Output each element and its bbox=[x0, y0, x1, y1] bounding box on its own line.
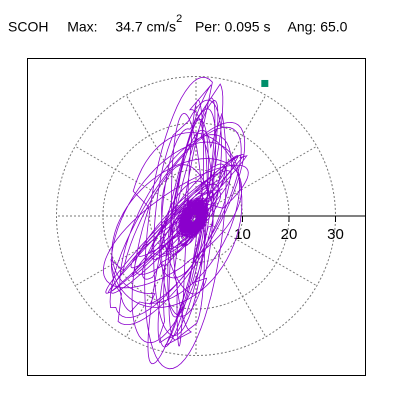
grid-spoke-330 bbox=[195, 215, 318, 287]
max-value: 34.7 bbox=[115, 18, 143, 35]
grid-spoke-150 bbox=[74, 145, 197, 217]
grid-spoke-300 bbox=[195, 215, 267, 338]
grid-spoke-30 bbox=[195, 145, 318, 217]
radial-tick-label-30: 30 bbox=[327, 226, 344, 243]
period-label: Per: bbox=[194, 18, 221, 35]
radial-tick-label-10: 10 bbox=[234, 226, 251, 243]
max-unit-exponent: 2 bbox=[176, 13, 183, 25]
max-label: Max: bbox=[67, 18, 98, 35]
chart-header: SCOH Max: 34.7 cm/s2 Per: 0.095 s Ang: 6… bbox=[8, 13, 348, 39]
polar-plot: 10 20 30 bbox=[56, 76, 365, 370]
radial-tick-label-20: 20 bbox=[281, 226, 298, 243]
peak-marker bbox=[261, 79, 269, 87]
central-cluster-trace bbox=[177, 196, 210, 240]
period-value: 0.095 s bbox=[224, 18, 271, 35]
grid-spoke-240 bbox=[125, 215, 197, 338]
angle-label: Ang: bbox=[287, 18, 317, 35]
station-code: SCOH bbox=[8, 18, 49, 35]
particle-motion-trace bbox=[102, 76, 249, 370]
grid-spoke-120 bbox=[125, 94, 197, 217]
grid-spoke-210 bbox=[74, 215, 197, 287]
max-unit: cm/s bbox=[146, 18, 177, 35]
angle-value: 65.0 bbox=[320, 18, 348, 35]
plot-frame: 10 20 30 bbox=[27, 58, 366, 376]
